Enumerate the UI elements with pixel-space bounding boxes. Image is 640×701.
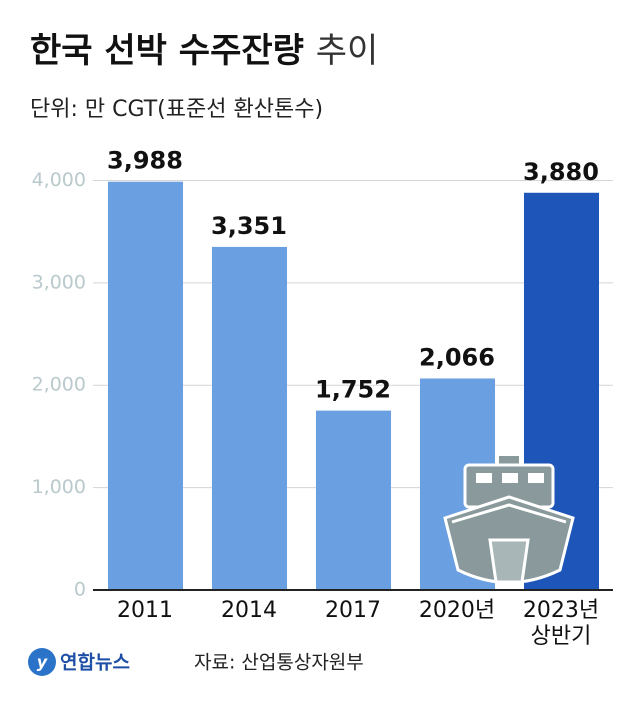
logo: y 연합뉴스 <box>28 648 130 676</box>
y-tick-label: 3,000 <box>32 271 86 293</box>
y-tick-label: 1,000 <box>32 476 86 498</box>
bar <box>316 410 391 590</box>
x-tick-label: 2017 <box>325 598 381 623</box>
ship-window <box>528 473 544 483</box>
svg-text:y: y <box>37 653 48 672</box>
x-tick-label: 2023년 상반기 <box>522 598 600 649</box>
ship-deck <box>451 503 567 524</box>
title-main: 한국 선박 수주잔량 <box>30 31 304 71</box>
value-label: 3,880 <box>523 158 599 186</box>
chart-title: 한국 선박 수주잔량 추이 <box>30 31 378 71</box>
value-label: 3,988 <box>107 147 183 175</box>
value-label: 2,066 <box>419 343 495 371</box>
logo-text: 연합뉴스 <box>60 652 130 674</box>
x-tick-label: 2011 <box>117 598 173 623</box>
ship-bow <box>488 538 530 584</box>
title-light: 추이 <box>316 31 379 71</box>
ship-window <box>476 473 492 483</box>
subtitle: 단위: 만 CGT(표준선 환산톤수) <box>30 97 323 122</box>
value-label: 3,351 <box>211 212 287 240</box>
bar <box>212 246 287 590</box>
y-tick-label: 4,000 <box>32 169 86 191</box>
source: 자료: 산업통상자원부 <box>194 652 364 674</box>
ship-window <box>502 473 518 483</box>
y-tick-label: 0 <box>74 579 86 601</box>
x-tick-label: 2014 <box>221 598 277 623</box>
value-label: 1,752 <box>315 376 391 404</box>
y-tick-label: 2,000 <box>32 374 86 396</box>
ship-illustration <box>443 454 575 584</box>
bar <box>108 181 183 590</box>
x-tick-label: 2020년 <box>418 598 496 623</box>
